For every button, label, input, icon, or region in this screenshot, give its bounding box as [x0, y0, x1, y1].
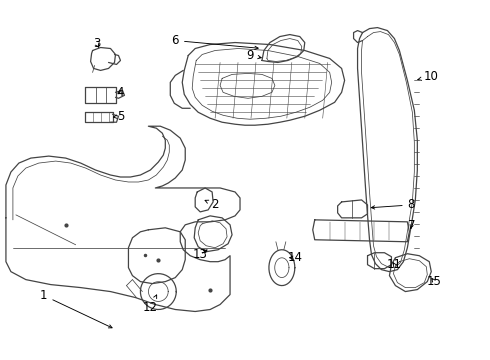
Text: 4: 4 — [117, 86, 124, 99]
Text: 5: 5 — [114, 110, 124, 123]
Text: 7: 7 — [408, 219, 415, 232]
Text: 12: 12 — [143, 295, 158, 314]
Text: 3: 3 — [93, 37, 100, 50]
Text: 14: 14 — [287, 251, 302, 264]
Text: 1: 1 — [40, 289, 112, 328]
Text: 15: 15 — [427, 275, 441, 288]
Text: 9: 9 — [246, 49, 261, 62]
Text: 10: 10 — [418, 70, 439, 83]
Text: 2: 2 — [205, 198, 219, 211]
Text: 6: 6 — [172, 34, 258, 50]
Text: 13: 13 — [193, 248, 208, 261]
Text: 11: 11 — [387, 258, 402, 271]
Text: 8: 8 — [371, 198, 415, 211]
